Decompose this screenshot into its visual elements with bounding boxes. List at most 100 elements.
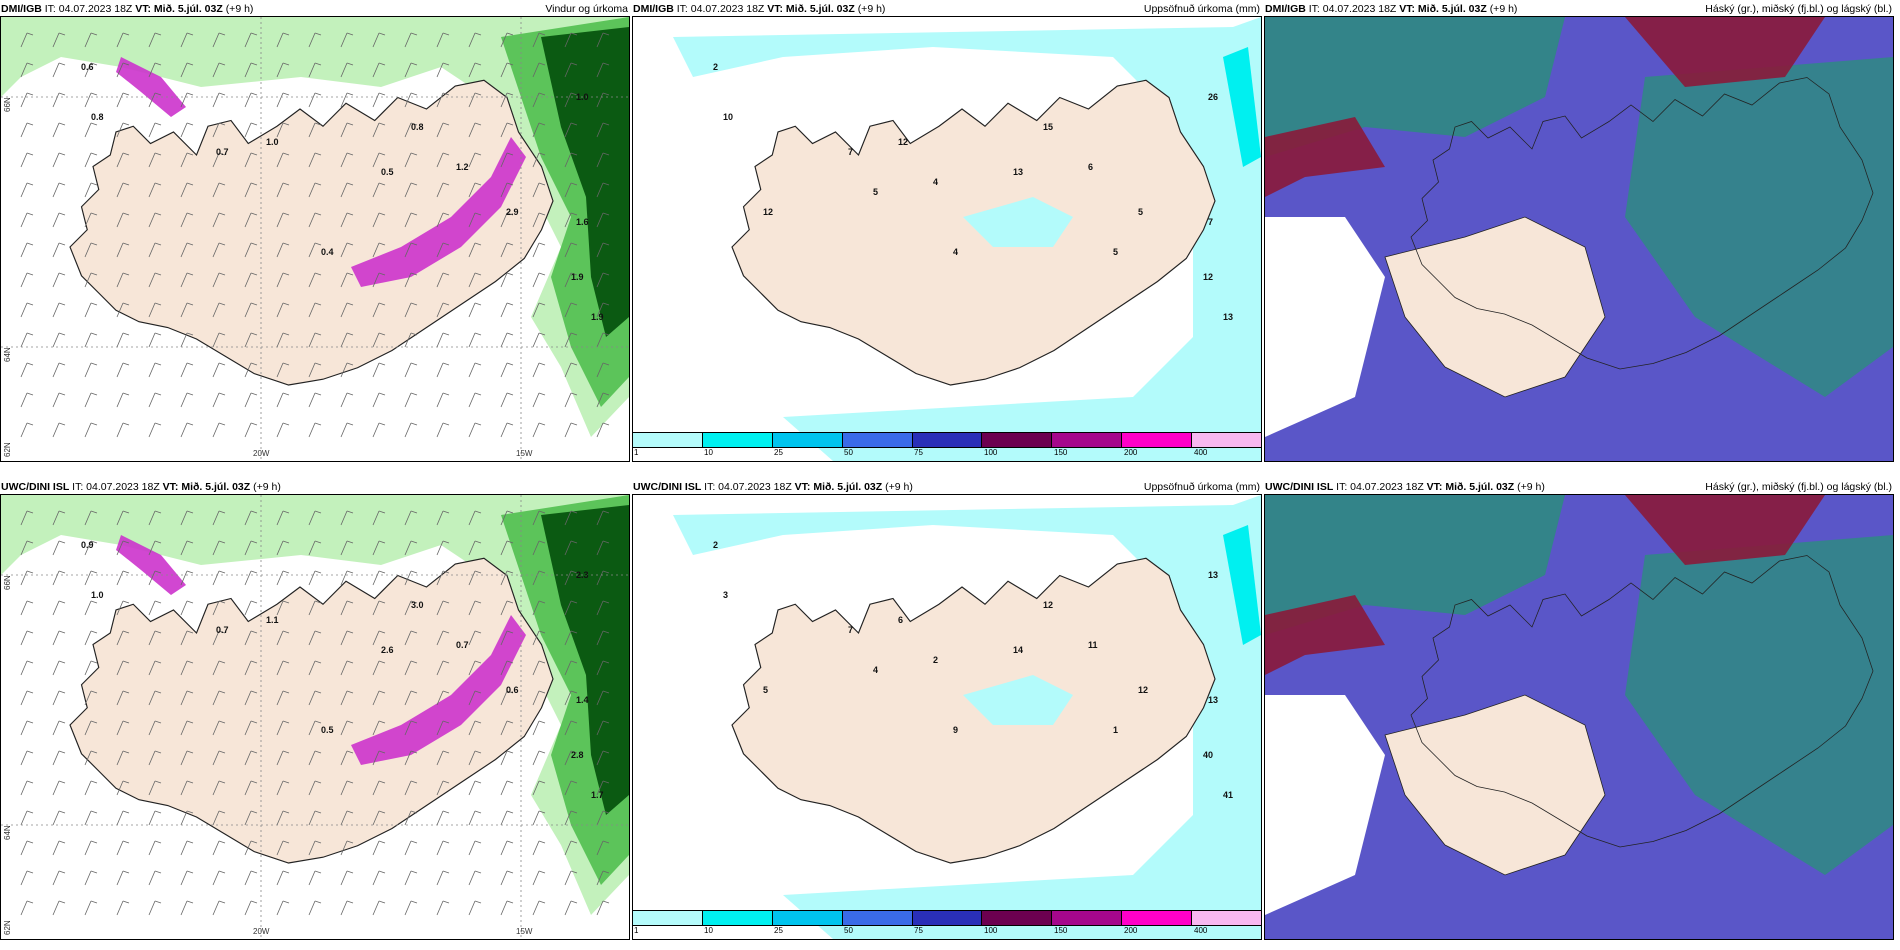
wind-barb [20, 272, 28, 288]
wind-barb-flag [378, 750, 386, 754]
wind-barb-flag [570, 332, 578, 336]
wind-barb-flag [26, 272, 34, 276]
wind-barb [212, 690, 220, 706]
wind-barb [148, 152, 156, 168]
wind-barb-flag [250, 272, 258, 276]
wind-barb [564, 212, 572, 228]
wind-barb [436, 302, 444, 318]
wind-barb-flag [90, 152, 98, 156]
wind-barb-flag [474, 332, 482, 336]
precip-rate-label: 1.0 [576, 92, 589, 102]
wind-barb [468, 122, 476, 138]
wind-barb-flag [346, 332, 354, 336]
wind-barb-flag [154, 332, 162, 336]
wind-barb-flag [346, 870, 354, 874]
wind-barb-flag [506, 32, 514, 36]
colorbar-swatch [1052, 911, 1123, 925]
wind-barb [500, 392, 508, 408]
wind-barb-flag [58, 540, 66, 544]
wind-barb-flag [122, 212, 130, 216]
wind-barb-flag [474, 870, 482, 874]
wind-barb [276, 750, 284, 766]
wind-barb [404, 422, 412, 438]
wind-barb [244, 600, 252, 616]
wind-barb-flag [154, 122, 162, 126]
precip-rate-label: 1.0 [91, 590, 104, 600]
wind-barb [308, 302, 316, 318]
wind-barb [276, 690, 284, 706]
colorbar-swatch [633, 433, 703, 447]
wind-barb [276, 630, 284, 646]
wind-barb-flag [378, 242, 386, 246]
wind-barb-flag [154, 810, 162, 814]
map-area[interactable] [1264, 16, 1894, 462]
precip-amount-label: 13 [1208, 695, 1219, 705]
wind-barb [52, 92, 60, 108]
wind-barb [244, 870, 252, 886]
wind-barb-flag [26, 780, 34, 784]
wind-barb [276, 212, 284, 228]
wind-barb-flag [122, 870, 130, 874]
wind-barb [404, 182, 412, 198]
wind-barb-flag [442, 570, 450, 574]
vt-label: VT: [1399, 3, 1418, 15]
colorbar-tick-label: 400 [1194, 448, 1208, 457]
wind-barb-flag [410, 182, 418, 186]
map-panel-uwc-precip: UWC/DINI ISL IT: 04.07.2023 18Z VT: Mið.… [632, 478, 1262, 940]
map-area[interactable]: 66N 64N 62N 20W 15W 0.9 1.0 0.7 1.1 2.6 3.0 2.3 2.8 1… [0, 494, 630, 940]
wind-barb-flag [506, 182, 514, 186]
colorbar-tick-label: 100 [984, 926, 998, 935]
wind-barb [532, 870, 540, 886]
wind-barb-flag [186, 392, 194, 396]
wind-barb-flag [442, 870, 450, 874]
wind-barb-flag [282, 750, 290, 754]
colorbar-tick-label: 150 [1054, 926, 1068, 935]
wind-barb [20, 152, 28, 168]
colorbar-swatch [982, 911, 1053, 925]
wind-barb-flag [26, 62, 34, 66]
precip-amount-label: 5 [763, 685, 769, 695]
wind-barb-flag [474, 510, 482, 514]
wind-barb-flag [250, 122, 258, 126]
wind-barb-flag [602, 152, 610, 156]
map-area[interactable] [1264, 494, 1894, 940]
wind-barb [468, 720, 476, 736]
map-area[interactable]: 2 3 7 6 14 12 13 40 41 13 12 9 11 4 5 2 1 [632, 494, 1262, 940]
wind-barb [308, 510, 316, 526]
wind-barb-flag [314, 332, 322, 336]
iceland-landmass [1384, 694, 1606, 876]
wind-barb-flag [506, 900, 514, 904]
precip-amount-label: 4 [953, 247, 959, 257]
map-area[interactable]: 2 10 7 12 13 15 26 12 13 7 5 4 6 5 12 4 5 [632, 16, 1262, 462]
precip-amount-label: 4 [873, 665, 879, 675]
wind-barb [436, 840, 444, 856]
map-area[interactable]: 66N 64N 62N 20W 15W 0.6 0.8 0.7 1.0 0.5 0.8 1.0 1.9 1… [0, 16, 630, 462]
wind-barb [340, 32, 348, 48]
wind-barb-flag [474, 212, 482, 216]
iceland-landmass [731, 557, 1216, 864]
wind-barb [212, 32, 220, 48]
wind-barb-flag [154, 302, 162, 306]
wind-barb-flag [250, 242, 258, 246]
wind-barb [116, 152, 124, 168]
wind-barb [372, 302, 380, 318]
wind-barb-flag [314, 780, 322, 784]
wind-barb [308, 900, 316, 916]
wind-barb [20, 900, 28, 916]
wind-barb [180, 570, 188, 586]
vt-label: VT: [1426, 481, 1446, 493]
wind-barb-flag [218, 272, 226, 276]
wind-barb-flag [282, 32, 290, 36]
cloud-low-area [1625, 57, 1893, 397]
wind-barb [500, 570, 508, 586]
wind-barb [404, 750, 412, 766]
wind-barb [468, 32, 476, 48]
panel-title: Uppsöfnuð úrkoma (mm) [1143, 481, 1260, 493]
wind-barb-flag [378, 810, 386, 814]
wind-barb-flag [58, 392, 66, 396]
header-run-info: DMI/IGB IT: 04.07.2023 18Z VT: Mið. 5.jú… [1265, 3, 1517, 15]
wind-barb-flag [90, 570, 98, 574]
precip-amount-label: 40 [1203, 750, 1214, 760]
wind-barb-flag [506, 62, 514, 66]
wind-barb-flag [570, 780, 578, 784]
